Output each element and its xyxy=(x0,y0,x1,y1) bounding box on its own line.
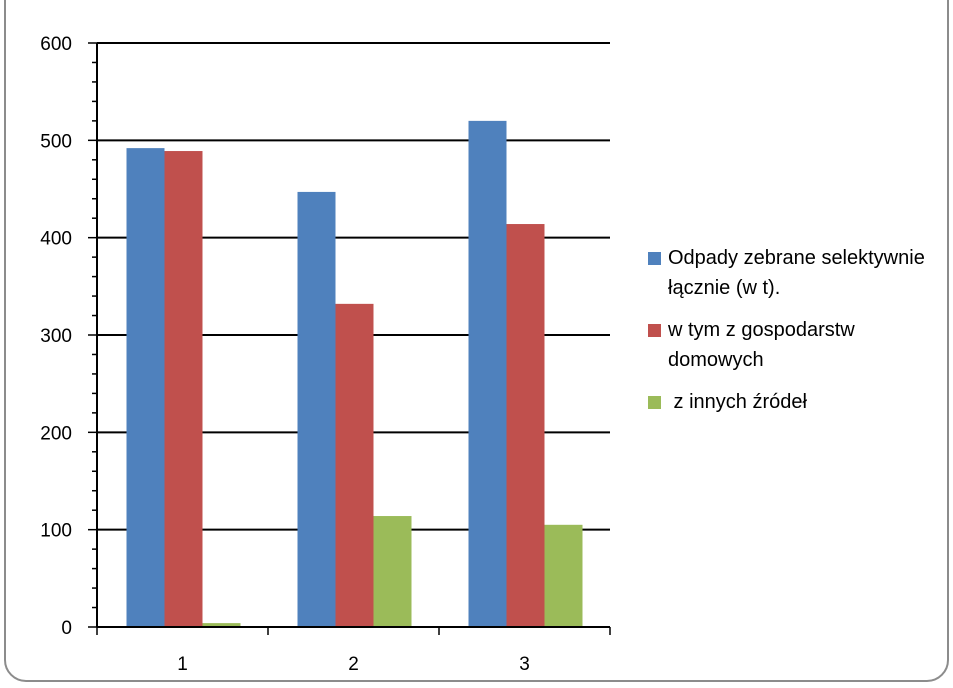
legend-swatch-other-sources xyxy=(648,396,661,409)
axes xyxy=(88,42,611,635)
y-tick-label-200: 200 xyxy=(40,423,72,444)
y-tick-label-0: 0 xyxy=(61,618,72,639)
bar-series3-cat2 xyxy=(373,516,412,627)
legend-item-total: Odpady zebrane selektywnie łącznie (w t)… xyxy=(648,243,948,303)
bar-series2-cat1 xyxy=(164,151,203,628)
legend-item-households: w tym z gospodarstw domowych xyxy=(648,315,948,375)
x-tick-label-1: 1 xyxy=(177,654,188,675)
legend-swatch-total xyxy=(648,252,661,265)
legend: Odpady zebrane selektywnie łącznie (w t)… xyxy=(648,243,948,429)
y-tick-label-100: 100 xyxy=(40,521,72,542)
legend-label-other-sources: z innych źródeł xyxy=(668,391,807,413)
bar-series2-cat2 xyxy=(335,303,374,627)
y-tick-label-600: 600 xyxy=(40,34,72,55)
legend-swatch-households xyxy=(648,324,661,337)
bar-series1-cat3 xyxy=(468,120,507,627)
bar-series3-cat1 xyxy=(202,623,241,627)
y-tick-label-300: 300 xyxy=(40,326,72,347)
x-tick-label-2: 2 xyxy=(348,654,359,675)
bar-series1-cat2 xyxy=(297,191,336,628)
bar-series2-cat3 xyxy=(506,224,545,628)
x-tick-label-3: 3 xyxy=(519,654,530,675)
bar-series1-cat1 xyxy=(126,148,165,627)
bars xyxy=(126,120,583,628)
legend-label-total: Odpady zebrane selektywnie łącznie (w t)… xyxy=(668,247,925,299)
y-axis-tick-labels: 0 100 200 300 400 500 600 xyxy=(40,34,72,639)
bar-series3-cat3 xyxy=(544,524,583,627)
legend-label-households: w tym z gospodarstw domowych xyxy=(668,319,855,371)
x-axis-tick-labels: 1 2 3 xyxy=(177,654,530,675)
y-tick-label-500: 500 xyxy=(40,131,72,152)
y-tick-label-400: 400 xyxy=(40,229,72,250)
legend-item-other-sources: z innych źródeł xyxy=(648,387,948,417)
